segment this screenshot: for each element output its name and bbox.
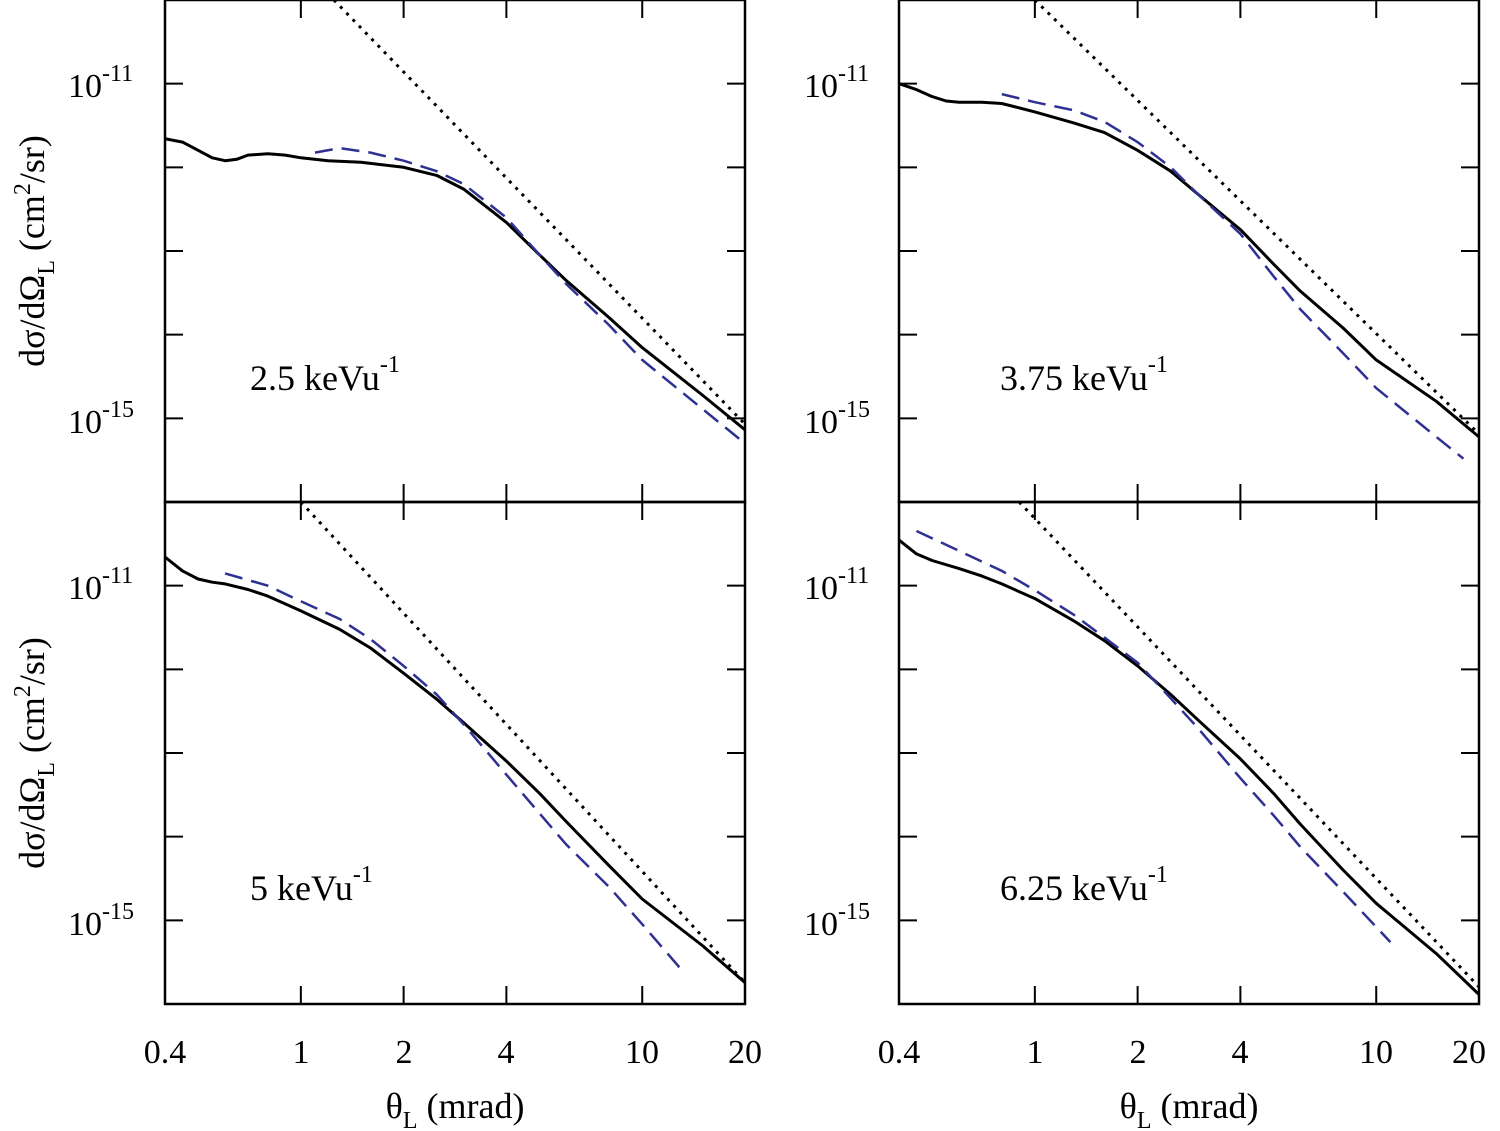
- series-group: [165, 502, 745, 984]
- y-axis-label-top: dσ/dΩL (cm2/sr): [10, 135, 60, 367]
- y-tick-label: 10-15: [68, 899, 134, 943]
- plot-panels: [163, 0, 1481, 1006]
- panel-label-5: 5 keVu-1: [250, 862, 373, 908]
- panel-4: [897, 500, 1481, 1006]
- y-tick-label: 10-15: [804, 899, 870, 943]
- x-tick-label: 10: [1359, 1034, 1393, 1071]
- series-group: [899, 0, 1479, 460]
- x-axis-label-right: θL (mrad): [1120, 1086, 1259, 1131]
- series-group: [165, 0, 745, 445]
- plot-frame: [163, 0, 747, 504]
- panel-label-2.5: 2.5 keVu-1: [250, 352, 400, 398]
- y-tick-labels: 10-11 10-15 10-11 10-15 10-11 10-15 10-1…: [68, 61, 870, 943]
- series-solid-line: [899, 538, 1479, 996]
- x-tick-label: 0.4: [144, 1034, 187, 1071]
- x-tick-label: 20: [1452, 1034, 1486, 1071]
- series-dashed-line: [314, 146, 745, 445]
- y-tick-label: 10-11: [804, 563, 869, 607]
- y-tick-label: 10-11: [68, 563, 133, 607]
- series-dotted-line: [1018, 502, 1479, 988]
- x-tick-label: 20: [728, 1034, 762, 1071]
- x-tick-label: 2: [396, 1034, 413, 1071]
- plot-frame: [897, 500, 1481, 1006]
- series-solid-line: [165, 555, 745, 984]
- plot-frame: [163, 500, 747, 1006]
- y-tick-label: 10-11: [68, 61, 133, 105]
- panel-1: [163, 0, 747, 504]
- series-dotted-line: [299, 502, 745, 984]
- y-tick-label: 10-15: [804, 397, 870, 441]
- series-solid-line: [899, 82, 1479, 439]
- x-axis-label-left: θL (mrad): [386, 1086, 525, 1131]
- plot-frame: [897, 0, 1481, 504]
- y-axis-label-bottom: dσ/dΩL (cm2/sr): [10, 637, 60, 869]
- series-solid-line: [165, 137, 745, 431]
- x-tick-label: 4: [498, 1034, 515, 1071]
- panel-label-6.25: 6.25 keVu-1: [1000, 862, 1168, 908]
- y-tick-label: 10-11: [804, 61, 869, 105]
- panel-2: [897, 0, 1481, 504]
- x-tick-label: 2: [1130, 1034, 1147, 1071]
- y-tick-label: 10-15: [68, 397, 134, 441]
- panel-3: [163, 500, 747, 1006]
- series-dashed-line: [224, 572, 683, 971]
- x-tick-label: 4: [1232, 1034, 1249, 1071]
- x-tick-label: 1: [293, 1034, 310, 1071]
- x-tick-labels-left: 0.4 1 2 4 10 20: [144, 1034, 762, 1071]
- x-tick-label: 10: [625, 1034, 659, 1071]
- x-tick-label: 1: [1027, 1034, 1044, 1071]
- x-tick-labels-right: 0.4 1 2 4 10 20: [878, 1034, 1486, 1071]
- x-tick-label: 0.4: [878, 1034, 921, 1071]
- series-group: [899, 502, 1479, 996]
- series-dashed-line: [915, 529, 1392, 943]
- panel-label-3.75: 3.75 keVu-1: [1000, 352, 1168, 398]
- series-dashed-line: [1001, 92, 1465, 460]
